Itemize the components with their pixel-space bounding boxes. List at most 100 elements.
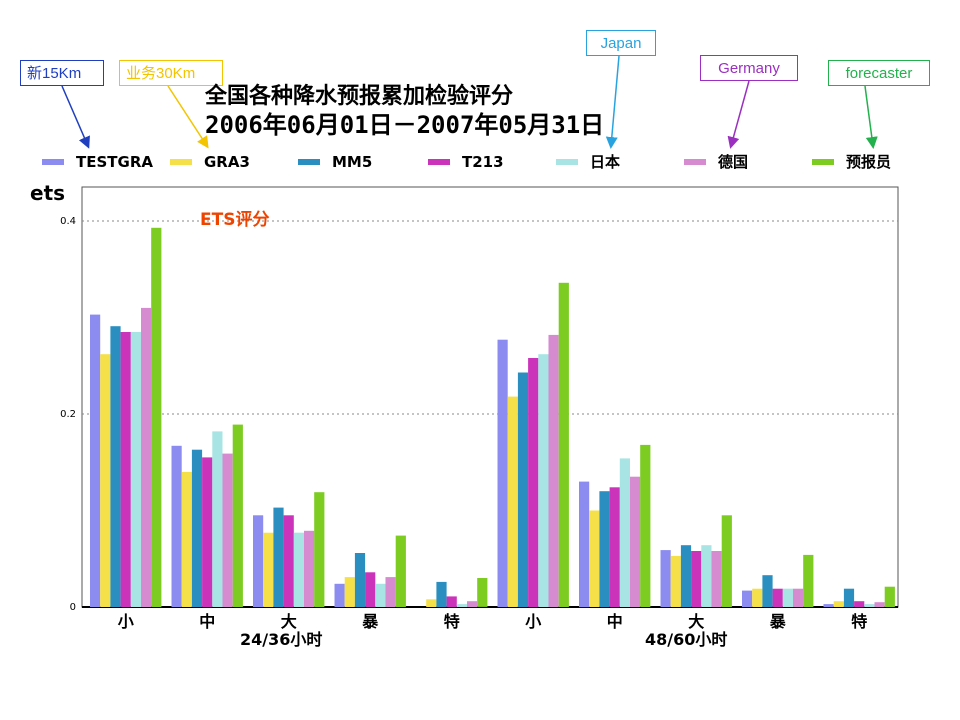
category-labels: 小中大暴特小中大暴特 — [118, 612, 868, 631]
bar — [365, 572, 376, 607]
legend-item: T213 — [428, 153, 504, 171]
bar — [864, 604, 875, 607]
x-category-label: 特 — [851, 612, 867, 631]
x-category-label: 大 — [281, 612, 297, 631]
bar — [456, 604, 467, 607]
bar — [232, 424, 243, 607]
legend-label: T213 — [462, 153, 504, 171]
bar — [823, 604, 834, 607]
x-category-label: 特 — [444, 612, 460, 631]
grid-lines — [82, 220, 898, 415]
x-category-label: 小 — [525, 612, 541, 631]
bar — [314, 492, 325, 607]
bar — [793, 588, 804, 607]
bar — [701, 545, 712, 607]
bar — [660, 550, 671, 607]
ets-inner-label: ETS评分 — [200, 210, 269, 230]
bar — [477, 578, 488, 607]
bar — [100, 354, 111, 607]
bar — [171, 445, 182, 607]
bar — [772, 588, 783, 607]
bar — [752, 588, 763, 607]
chart-subtitle: 2006年06月01日－2007年05月31日 — [205, 111, 604, 139]
legend-item: 日本 — [556, 153, 620, 171]
legend-label: GRA3 — [204, 153, 250, 171]
bar — [507, 396, 518, 607]
x-category-label: 小 — [118, 612, 134, 631]
bar — [446, 596, 457, 607]
bar — [609, 487, 620, 607]
bar — [640, 444, 651, 607]
legend-label: 日本 — [590, 153, 620, 171]
x-category-label: 暴 — [361, 612, 379, 631]
bar — [599, 491, 610, 607]
arrow-forecaster — [864, 85, 878, 149]
bar — [395, 535, 406, 607]
bar — [344, 577, 355, 607]
legend-label: MM5 — [332, 153, 372, 171]
x-category-label: 大 — [688, 612, 704, 631]
legend-swatch — [170, 159, 192, 165]
y-tick-label: 0.4 — [60, 216, 76, 227]
legend-swatch — [556, 159, 578, 165]
bar — [497, 339, 508, 607]
bar — [263, 532, 274, 607]
bar — [90, 314, 101, 607]
bar — [548, 334, 559, 607]
bar — [670, 555, 681, 607]
bar — [884, 586, 895, 607]
callout-japan: Japan — [586, 30, 656, 56]
legend-swatch — [812, 159, 834, 165]
legend-label: TESTGRA — [76, 153, 153, 171]
bar — [212, 431, 223, 607]
callout-forecaster: forecaster — [828, 60, 930, 86]
legend-item: MM5 — [298, 153, 372, 171]
callout-30km: 业务30Km — [119, 60, 223, 86]
legend-swatch — [42, 159, 64, 165]
legend-item: GRA3 — [170, 153, 250, 171]
legend-swatch — [684, 159, 706, 165]
bar — [202, 457, 213, 607]
bar — [691, 551, 702, 607]
y-ticks: 0 0.2 0.4 — [60, 216, 76, 613]
bar — [619, 458, 630, 607]
bar — [528, 358, 539, 607]
legend-label: 德国 — [718, 153, 748, 171]
bar — [426, 599, 437, 607]
bar — [181, 471, 192, 607]
group-label-1: 24/36小时 — [240, 630, 322, 649]
bar — [436, 581, 447, 607]
y-axis-label: ets — [30, 181, 65, 205]
y-tick-label: 0 — [70, 602, 76, 613]
bar — [120, 332, 131, 607]
bar — [589, 510, 600, 607]
bar — [630, 476, 641, 607]
callout-germany: Germany — [700, 55, 798, 81]
arrow-japan — [605, 55, 620, 149]
bar — [283, 515, 294, 607]
bar — [721, 515, 732, 607]
bar — [762, 575, 773, 607]
bar — [273, 507, 284, 607]
bar — [843, 588, 855, 607]
group-label-2: 48/60小时 — [645, 630, 727, 649]
legend-swatch — [428, 159, 450, 165]
x-category-label: 中 — [199, 612, 215, 631]
y-tick-label: 0.2 — [60, 409, 76, 420]
legend-item: 德国 — [684, 153, 748, 171]
bar — [742, 590, 753, 607]
bar — [110, 326, 121, 607]
bar — [711, 551, 722, 607]
legend-swatch — [298, 159, 320, 165]
bar — [467, 601, 478, 607]
legend-item: 预报员 — [812, 153, 891, 171]
bar — [680, 545, 692, 607]
legend-label: 预报员 — [846, 153, 891, 171]
bar — [304, 530, 315, 607]
bar — [579, 481, 590, 608]
arrow-30km — [167, 85, 209, 149]
bar — [782, 588, 793, 607]
bar — [874, 602, 885, 607]
callout-15km: 新15Km — [20, 60, 104, 86]
